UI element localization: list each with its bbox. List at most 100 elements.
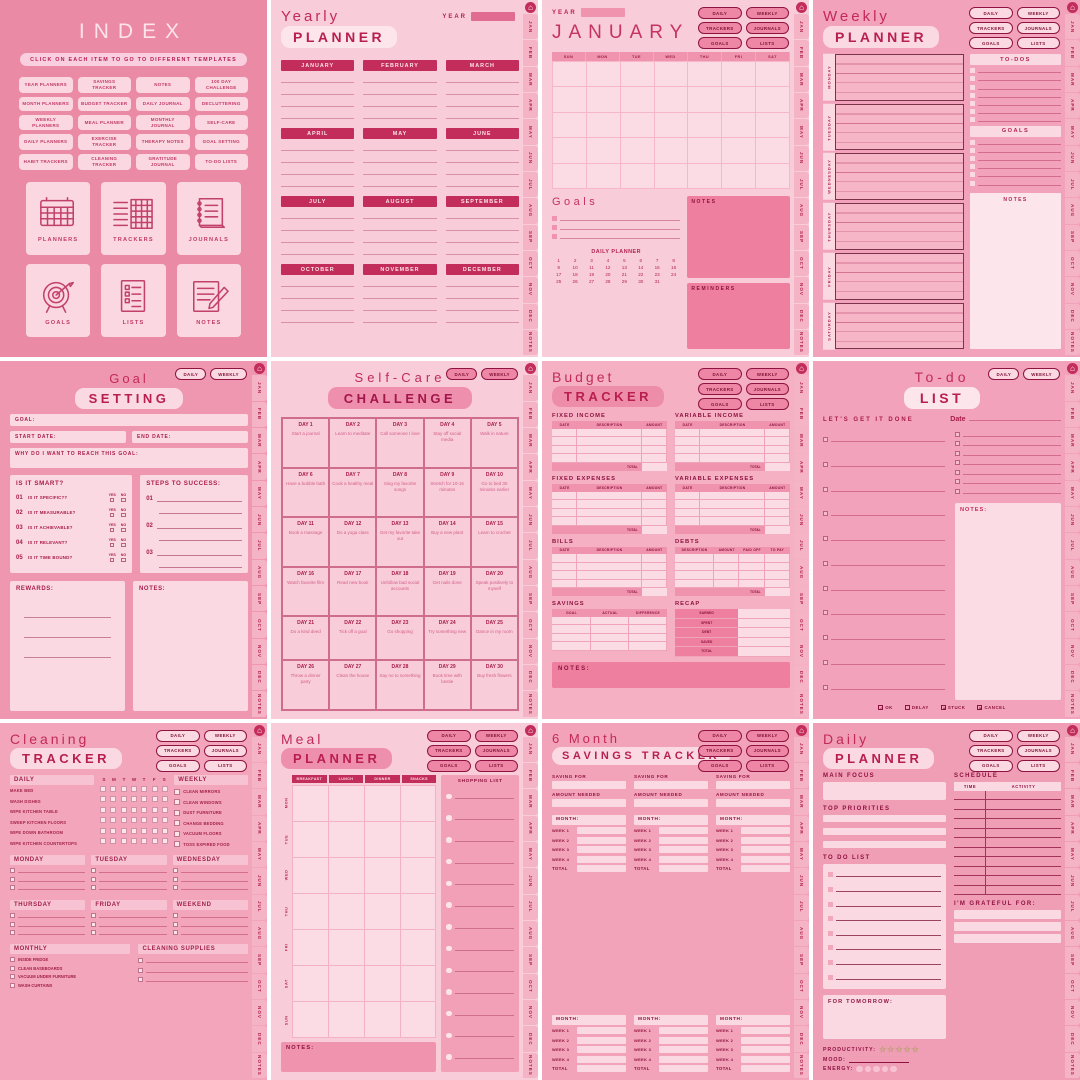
writing-line[interactable] <box>363 139 437 151</box>
month-tab-sep[interactable]: SEP <box>523 585 538 612</box>
priority-bar[interactable] <box>823 814 947 822</box>
writing-line[interactable] <box>445 139 519 151</box>
week-amount-cell[interactable] <box>659 855 708 863</box>
no-checkbox[interactable] <box>121 497 126 503</box>
yes-checkbox[interactable] <box>109 542 115 548</box>
writing-line[interactable] <box>445 275 519 287</box>
writing-line[interactable] <box>978 140 1061 145</box>
checkbox[interactable] <box>91 876 97 882</box>
table-cell[interactable] <box>642 500 667 508</box>
month-tab-aug[interactable]: AUG <box>1065 920 1080 947</box>
month-tab-nov[interactable]: NOV <box>1065 638 1080 664</box>
writing-line[interactable] <box>281 83 355 95</box>
date-number[interactable]: 4 <box>606 258 610 263</box>
checkbox[interactable] <box>823 659 828 665</box>
week-amount-cell[interactable] <box>577 855 626 863</box>
month-tab-jan[interactable]: JAN <box>1065 375 1080 401</box>
checkbox[interactable] <box>954 488 960 494</box>
nav-button-lists[interactable]: LISTS <box>745 759 789 772</box>
writing-line[interactable] <box>445 83 519 95</box>
calendar-cell[interactable] <box>620 112 654 138</box>
month-tab-aug[interactable]: AUG <box>252 920 267 947</box>
nav-button-weekly[interactable]: WEEKLY <box>210 368 247 381</box>
writing-line[interactable] <box>445 95 519 107</box>
week-amount-cell[interactable] <box>659 1046 708 1053</box>
checkbox[interactable] <box>174 841 181 848</box>
writing-line[interactable] <box>445 231 519 243</box>
total-cell[interactable] <box>641 525 667 534</box>
time-cell[interactable] <box>954 819 987 828</box>
calendar-cell[interactable] <box>620 163 654 188</box>
writing-line[interactable] <box>159 556 242 569</box>
writing-line[interactable] <box>962 441 1061 447</box>
checkbox[interactable] <box>141 796 148 803</box>
month-tab-mar[interactable]: MAR <box>794 789 809 815</box>
writing-line[interactable] <box>560 216 681 221</box>
month-tab-jun[interactable]: JUN <box>1065 145 1080 171</box>
table-cell[interactable] <box>765 437 790 445</box>
weekday-writing-box[interactable] <box>835 103 965 151</box>
energy-dot[interactable] <box>873 1065 880 1072</box>
challenge-cell[interactable]: DAY 18 Unfollow bad social accounts <box>376 566 424 617</box>
week-amount-cell[interactable] <box>741 1046 790 1053</box>
table-cell[interactable] <box>675 517 701 525</box>
table-cell[interactable] <box>675 428 701 437</box>
checkbox[interactable] <box>172 913 178 919</box>
year-input[interactable] <box>580 8 625 17</box>
activity-cell[interactable] <box>986 829 1061 838</box>
writing-line[interactable] <box>831 685 945 690</box>
week-amount-cell[interactable] <box>577 1046 626 1053</box>
checkbox[interactable] <box>954 469 960 475</box>
checkbox[interactable] <box>151 806 158 813</box>
meal-cell[interactable] <box>363 820 401 858</box>
month-tab-may[interactable]: MAY <box>1065 480 1080 506</box>
month-tab-aug[interactable]: AUG <box>794 559 809 585</box>
nav-button-lists[interactable]: LISTS <box>474 759 518 772</box>
challenge-cell[interactable]: DAY 21 Do a kind deed <box>282 616 330 661</box>
table-cell[interactable] <box>552 517 578 525</box>
nav-button-trackers[interactable]: TRACKERS <box>427 744 471 757</box>
writing-line[interactable] <box>159 502 242 515</box>
month-tab-jan[interactable]: JAN <box>523 375 538 401</box>
calendar-cell[interactable] <box>756 112 789 138</box>
table-cell[interactable] <box>765 517 790 525</box>
month-tab-sep[interactable]: SEP <box>1065 224 1080 250</box>
table-cell[interactable] <box>765 491 790 500</box>
writing-line[interactable] <box>146 968 248 973</box>
calendar-cell[interactable] <box>654 62 688 87</box>
month-tab-feb[interactable]: FEB <box>794 762 809 789</box>
checkbox[interactable] <box>141 806 148 813</box>
table-cell[interactable] <box>675 445 701 454</box>
yes-checkbox[interactable] <box>109 527 115 533</box>
calendar-cell[interactable] <box>620 62 654 87</box>
table-cell[interactable] <box>577 571 642 579</box>
date-number[interactable]: 5 <box>623 258 626 263</box>
table-cell[interactable] <box>700 445 765 454</box>
home-button[interactable]: ⌂ <box>796 724 807 736</box>
amount-needed-input[interactable] <box>552 798 626 807</box>
week-amount-cell[interactable] <box>577 1036 626 1044</box>
month-tab-apr[interactable]: APR <box>1065 815 1080 841</box>
checkbox[interactable] <box>141 827 148 834</box>
writing-line[interactable] <box>281 275 355 287</box>
calendar-cell[interactable] <box>722 62 756 87</box>
month-tab-jul[interactable]: JUL <box>252 533 267 559</box>
writing-line[interactable] <box>363 107 437 119</box>
no-checkbox[interactable] <box>121 557 126 563</box>
month-tab-oct[interactable]: OCT <box>794 612 809 638</box>
checkbox[interactable] <box>828 872 833 878</box>
writing-line[interactable] <box>831 610 945 616</box>
checkbox[interactable] <box>110 806 117 813</box>
challenge-cell[interactable]: DAY 5 Walk in nature <box>470 418 518 468</box>
meal-cell[interactable] <box>327 1000 365 1038</box>
notes-box[interactable]: NOTES: <box>954 503 1061 700</box>
checkbox[interactable] <box>172 868 178 874</box>
writing-line[interactable] <box>99 930 167 936</box>
yes-checkbox[interactable] <box>109 512 115 518</box>
month-tab-jul[interactable]: JUL <box>523 171 538 198</box>
nav-button-goals[interactable]: GOALS <box>698 759 742 772</box>
table-cell[interactable] <box>765 500 790 508</box>
writing-line[interactable] <box>454 947 514 951</box>
table-cell[interactable] <box>739 571 765 579</box>
month-tab-sep[interactable]: SEP <box>523 947 538 973</box>
